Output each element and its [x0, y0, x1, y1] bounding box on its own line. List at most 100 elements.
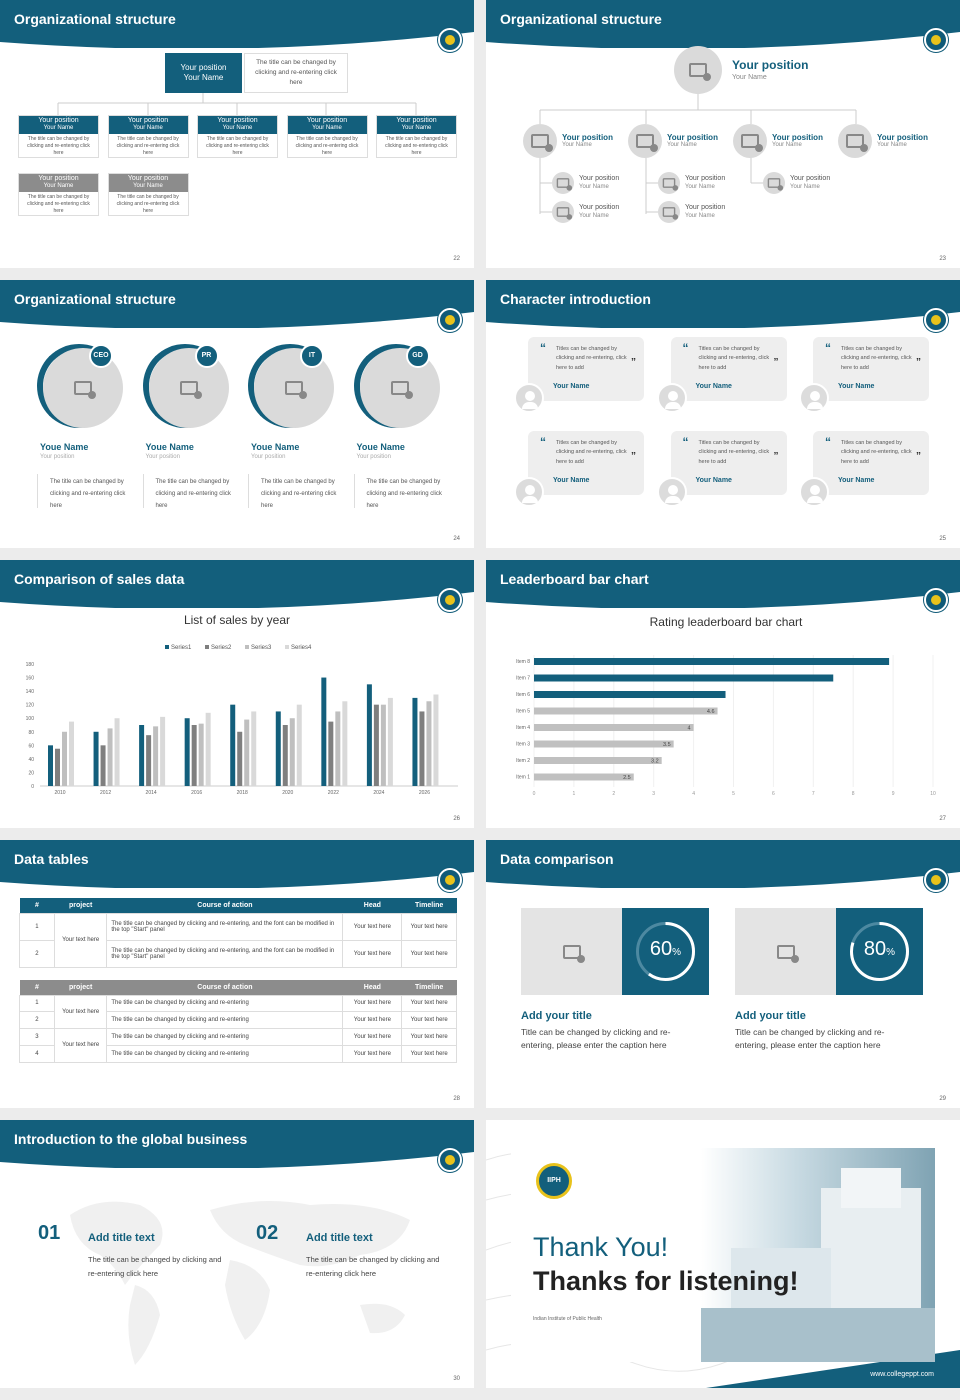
x-tick-label: 2	[612, 791, 615, 797]
page-number: 25	[939, 536, 946, 542]
chart-title: Rating leaderboard bar chart	[649, 615, 803, 629]
testimonial-card[interactable]: “ Titles can be changed by clicking and r…	[670, 431, 787, 495]
name-label: Your Name	[667, 142, 697, 148]
person-body-icon	[664, 496, 681, 503]
person-card[interactable]: IT Youe Name Your position The title can be…	[248, 344, 348, 524]
item-number: 02	[256, 1222, 279, 1244]
slide-header: Data comparison	[486, 840, 960, 888]
person-name: Youe Name	[356, 442, 405, 452]
bar	[328, 721, 334, 786]
head-cell: Your text here	[342, 1011, 403, 1030]
website-url[interactable]: www.collegeppt.com	[870, 1371, 934, 1378]
org-card[interactable]: Your position Your Name The title can be c…	[376, 115, 457, 158]
name-label: Your Name	[685, 213, 715, 219]
image-placeholder-icon	[562, 944, 585, 963]
x-tick-label: 0	[533, 791, 536, 797]
quote-text: Titles can be changed by clicking and re…	[698, 440, 770, 465]
role-badge-text: GD	[412, 352, 423, 359]
testimonial-card[interactable]: “ Titles can be changed by clicking and r…	[528, 337, 644, 401]
testimonial-card[interactable]: “ Titles can be changed by clicking and r…	[528, 431, 644, 495]
person-name: Youe Name	[40, 442, 89, 452]
bar	[55, 748, 60, 786]
y-tick-label: 80	[28, 730, 34, 736]
person-silhouette-icon	[525, 485, 535, 495]
image-placeholder-icon	[390, 381, 413, 399]
role-badge-text: CEO	[93, 352, 109, 359]
bar	[205, 712, 211, 786]
logo-icon	[438, 868, 462, 892]
org-card[interactable]: Your position Your Name The title can be c…	[107, 115, 189, 158]
data-table-1: # project Course of action Head Timeline 1 You…	[19, 898, 457, 968]
row-number: 3	[19, 1028, 55, 1046]
org-card[interactable]: Your position Your Name The title can be c…	[286, 115, 368, 158]
legend-swatch	[205, 645, 209, 649]
org-top-box[interactable]: Your position Your Name	[165, 53, 242, 93]
person-card[interactable]: CEO Youe Name Your position The title can b…	[37, 344, 137, 524]
table-row[interactable]: 4 The title can be changed by clicking an…	[19, 1044, 457, 1063]
table-row[interactable]: 2 The title can be changed by clicking an…	[19, 1011, 457, 1030]
org-note: The title can be changed by clicking and…	[27, 136, 90, 156]
slide-header: Organizational structure	[0, 280, 474, 328]
name-label: Your Name	[877, 142, 907, 148]
table-row[interactable]: 1 Your text here The title can be changed …	[19, 994, 457, 1030]
y-tick-label: Item 4	[516, 725, 530, 731]
org-card[interactable]: Your position Your Name The title can be c…	[197, 115, 278, 158]
divider	[142, 474, 144, 508]
item-heading: Add your title	[735, 1010, 806, 1022]
person-card[interactable]: PR Youe Name Your position The title can be…	[142, 344, 243, 524]
position-label: Your position	[579, 204, 620, 211]
org-card-header: Your position Your Name	[287, 116, 367, 134]
org-card[interactable]: Your position Your Name The title can be c…	[18, 115, 99, 158]
slide-24[interactable]: Organizational structure CEO Youe Name You…	[0, 280, 474, 548]
quote-text: Titles can be changed by clicking and re…	[556, 440, 627, 465]
x-tick-label: 9	[892, 791, 895, 797]
x-tick-label: 2024	[373, 790, 384, 796]
item-number: 01	[38, 1222, 61, 1244]
image-placeholder-icon	[767, 178, 784, 191]
slide-27[interactable]: Leaderboard bar chart Rating leaderboard…	[486, 560, 960, 828]
quote-text: Titles can be changed by clicking and re…	[698, 346, 770, 371]
slide-23[interactable]: Organizational structure Your position Y…	[486, 0, 960, 268]
y-tick-label: 140	[26, 689, 35, 695]
slide-31[interactable]: IIPH Thank You! Thanks for listening! In…	[486, 1120, 960, 1388]
slide-title: Introduction to the global business	[14, 1131, 248, 1147]
org-card[interactable]: Your position Your Name The title can be c…	[107, 173, 189, 216]
quote-text: Titles can be changed by clicking and re…	[556, 346, 627, 371]
slide-header: Comparison of sales data	[0, 560, 474, 608]
timeline-cell: Your text here	[401, 1044, 457, 1063]
role-badge: IT	[300, 344, 324, 368]
org-name: Your Name	[43, 125, 74, 132]
person-card[interactable]: GD Youe Name Your position The title can be…	[353, 344, 454, 524]
percent-box: 80%	[836, 908, 923, 995]
person-note: The title can be changed by clicking and…	[366, 479, 442, 509]
bar	[296, 704, 302, 786]
table-header-cell: Timeline	[401, 898, 457, 913]
slide-30[interactable]: Introduction to the global business 01 Ad…	[0, 1120, 474, 1388]
org-name: Your Name	[133, 183, 163, 190]
testimonial-card[interactable]: “ Titles can be changed by clicking and r…	[670, 337, 787, 401]
legend-label: Series2	[211, 645, 232, 651]
bar	[230, 704, 236, 786]
org-card[interactable]: Your position Your Name The title can be c…	[18, 173, 99, 216]
role-badge-text: PR	[201, 352, 212, 359]
testimonial-card[interactable]: “ Titles can be changed by clicking and r…	[813, 431, 929, 495]
y-tick-label: Item 8	[516, 659, 530, 665]
table-row[interactable]: 3 Your text here The title can be changed …	[19, 1028, 457, 1063]
x-tick-label: 2012	[100, 790, 111, 796]
table-row[interactable]: 1 Your text here The title can be changed …	[19, 912, 457, 968]
slide-header: Data tables	[0, 840, 474, 888]
slide-25[interactable]: Character introduction “ Titles can be ch…	[486, 280, 960, 548]
top-name: Your Name	[732, 74, 767, 81]
person-silhouette-icon	[667, 391, 678, 401]
slide-26[interactable]: Comparison of sales data List of sales b…	[0, 560, 474, 828]
avatar	[658, 172, 680, 194]
testimonial-card[interactable]: “ Titles can be changed by clicking and r…	[813, 337, 929, 401]
slide-22[interactable]: Organizational structure Your position Y…	[0, 0, 474, 268]
slide-29[interactable]: Data comparison 60% Add your title Title c…	[486, 840, 960, 1108]
x-tick-label: 2010	[54, 790, 65, 796]
logo-icon	[924, 868, 948, 892]
table-row[interactable]: 2 The title can be changed by clicking an…	[19, 939, 457, 968]
quote-open-icon: “	[540, 435, 546, 449]
bar	[69, 721, 74, 786]
slide-28[interactable]: Data tables # project Course of action Head…	[0, 840, 474, 1108]
